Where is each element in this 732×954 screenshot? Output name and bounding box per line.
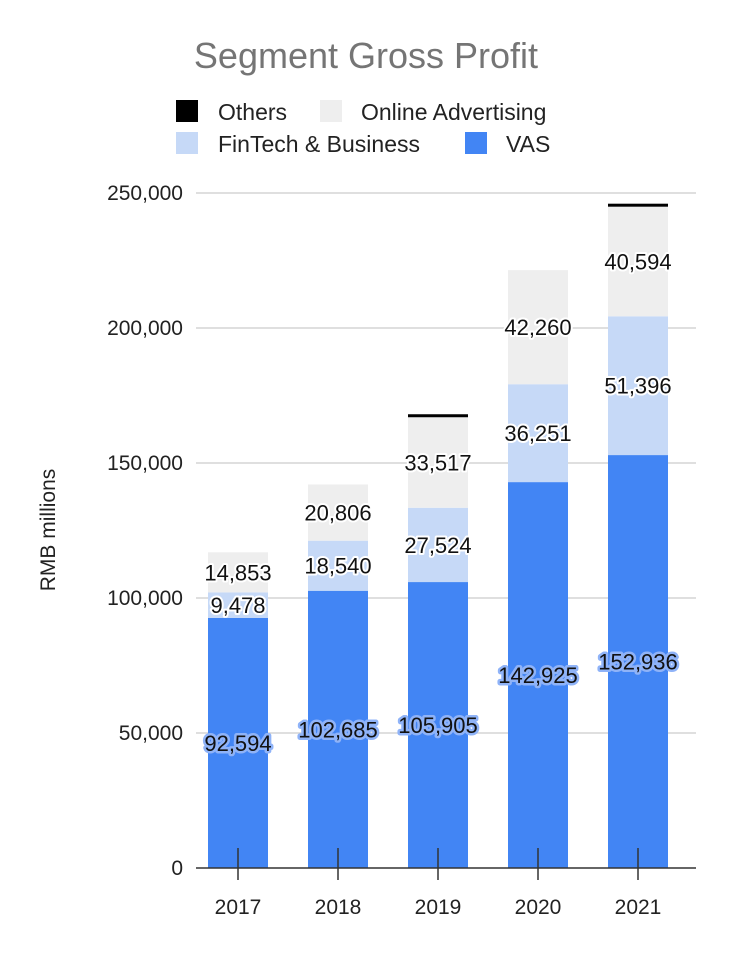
legend-swatch-vas [465,132,487,154]
y-tick-label: 150,000 [107,452,183,475]
bar-segment-online-advertising [208,552,268,593]
x-axis: 2017 2018 2019 2020 2021 [196,848,696,919]
data-label: 33,517 [404,450,471,475]
data-label: 36,251 [504,421,571,446]
data-label: 40,594 [604,250,671,275]
bar-segment-fintech-business [208,592,268,618]
data-label: 9,478 [210,593,265,618]
x-tick-label: 2021 [615,896,662,919]
data-labels: 92,594 9,478 14,853 102,685 18,540 20,806 105,… [202,248,680,759]
legend-swatch-online-advertising [320,100,342,122]
bar-segment-vas [308,590,368,868]
data-label: 27,524 [404,533,471,558]
bar-segment-others [608,203,668,207]
legend-swatch-others [176,100,198,122]
legend-swatch-fintech-business [176,132,198,154]
y-tick-label: 0 [171,857,183,880]
bar-segment-online-advertising [408,417,468,508]
data-label: 18,540 [304,554,371,579]
bar-segment-vas [408,582,468,868]
bar-segment-vas [508,482,568,868]
y-tick-label: 100,000 [107,587,183,610]
data-label: 14,853 [204,560,271,585]
legend: Others Online Advertising FinTech & Busi… [176,99,550,157]
y-tick-label: 200,000 [107,317,183,340]
legend-label-others: Others [218,99,287,125]
data-label: 42,260 [504,315,571,340]
bars [208,203,668,868]
legend-label-vas: VAS [506,131,550,157]
x-tick-label: 2017 [215,896,262,919]
y-tick-label: 50,000 [119,722,183,745]
bar-segment-vas [608,455,668,868]
x-tick-label: 2019 [415,896,462,919]
bar-segment-fintech-business [408,507,468,583]
bar-segment-others [408,414,468,418]
x-tick-label: 2020 [515,896,562,919]
bar-segment-online-advertising [508,270,568,385]
data-label: 142,925 [498,663,578,688]
bar-segment-fintech-business [608,316,668,456]
legend-label-online-advertising: Online Advertising [361,99,546,125]
y-tick-label: 250,000 [107,182,183,205]
data-label: 20,806 [304,501,371,526]
bar-segment-fintech-business [308,540,368,591]
bar-segment-fintech-business [508,384,568,483]
bar-segment-online-advertising [308,484,368,541]
x-tick-label: 2018 [315,896,362,919]
data-label: 92,594 [204,731,271,756]
data-label: 105,905 [398,713,478,738]
y-axis-label: RMB millions [37,469,60,592]
data-label: 152,936 [598,650,678,675]
legend-label-fintech-business: FinTech & Business [218,131,420,157]
y-axis-ticks: 0 50,000 100,000 150,000 200,000 250,000 [107,182,183,880]
data-label: 51,396 [604,374,671,399]
data-label: 102,685 [298,717,378,742]
bar-segment-vas [208,617,268,868]
bar-segment-online-advertising [608,206,668,317]
chart-title: Segment Gross Profit [194,35,538,76]
